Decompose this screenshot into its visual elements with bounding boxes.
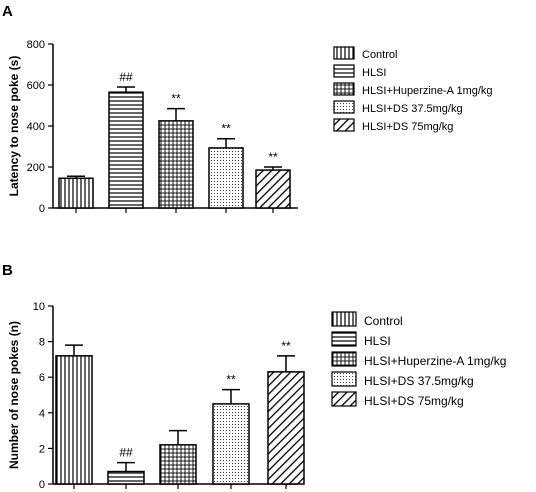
y-tick-label: 10: [33, 301, 45, 313]
legend-swatch: [333, 46, 355, 60]
y-tick-label: 8: [39, 337, 45, 349]
y-tick-label: 800: [27, 39, 45, 51]
panel-b-letter: B: [2, 262, 13, 279]
panel-a: A Latency to nose poke (s) 0 200 400 600 800…: [2, 3, 493, 215]
legend-label: HLSI+DS 75mg/kg: [362, 121, 453, 133]
significance-marker: **: [171, 92, 181, 106]
legend-label: HLSI+DS 37.5mg/kg: [364, 374, 474, 388]
bar: [159, 444, 197, 485]
bar: [107, 470, 145, 485]
legend-swatch: [333, 82, 355, 96]
significance-marker: **: [226, 373, 236, 387]
y-tick-label: 4: [39, 408, 45, 420]
significance-marker: ##: [119, 446, 133, 460]
y-tick-label: 2: [39, 443, 45, 455]
legend-label: HLSI+Huperzine-A 1mg/kg: [364, 354, 506, 368]
panel-a-letter: A: [2, 3, 13, 20]
legend-swatch: [331, 311, 357, 327]
y-tick-label: 0: [39, 479, 45, 491]
panel-b-legend: Control HLSI HLSI+Huperzine-A 1mg/kg HLSI+D…: [331, 311, 506, 408]
significance-marker: **: [281, 339, 291, 353]
panel-b-y-axis-label: Number of nose pokes (n): [7, 321, 21, 469]
significance-marker: **: [268, 150, 278, 164]
significance-marker: ##: [119, 70, 133, 84]
y-tick-label: 0: [39, 203, 45, 215]
bar: [55, 355, 93, 485]
legend-label: HLSI: [362, 67, 386, 79]
y-tick-label: 400: [27, 121, 45, 133]
legend-label: Control: [364, 314, 403, 328]
legend-label: HLSI+DS 75mg/kg: [364, 394, 464, 408]
bar: [208, 147, 244, 209]
bar: [255, 169, 291, 209]
y-tick-label: 600: [27, 80, 45, 92]
legend-swatch: [331, 391, 357, 407]
legend-label: HLSI: [364, 334, 391, 348]
bar: [58, 177, 94, 209]
legend-swatch: [331, 351, 357, 367]
y-tick-label: 200: [27, 162, 45, 174]
bar: [158, 120, 194, 209]
bar: [108, 91, 144, 209]
bar: [212, 403, 250, 485]
bar: [267, 371, 305, 485]
legend-swatch: [331, 371, 357, 387]
y-tick-label: 6: [39, 372, 45, 384]
legend-label: HLSI+DS 37.5mg/kg: [362, 103, 463, 115]
panel-b: B Number of nose pokes (n) 0 2 4 6 8 10 ## ** *…: [2, 262, 506, 491]
legend-label: HLSI+Huperzine-A 1mg/kg: [362, 85, 493, 97]
legend-label: Control: [362, 49, 397, 61]
legend-swatch: [333, 64, 355, 78]
legend-swatch: [331, 331, 357, 347]
panel-a-y-axis-label: Latency to nose poke (s): [7, 56, 21, 197]
significance-marker: **: [221, 122, 231, 136]
legend-swatch: [333, 118, 355, 132]
panel-a-legend: Control HLSI HLSI+Huperzine-A 1mg/kg HLSI+D…: [333, 46, 493, 133]
legend-swatch: [333, 100, 355, 114]
